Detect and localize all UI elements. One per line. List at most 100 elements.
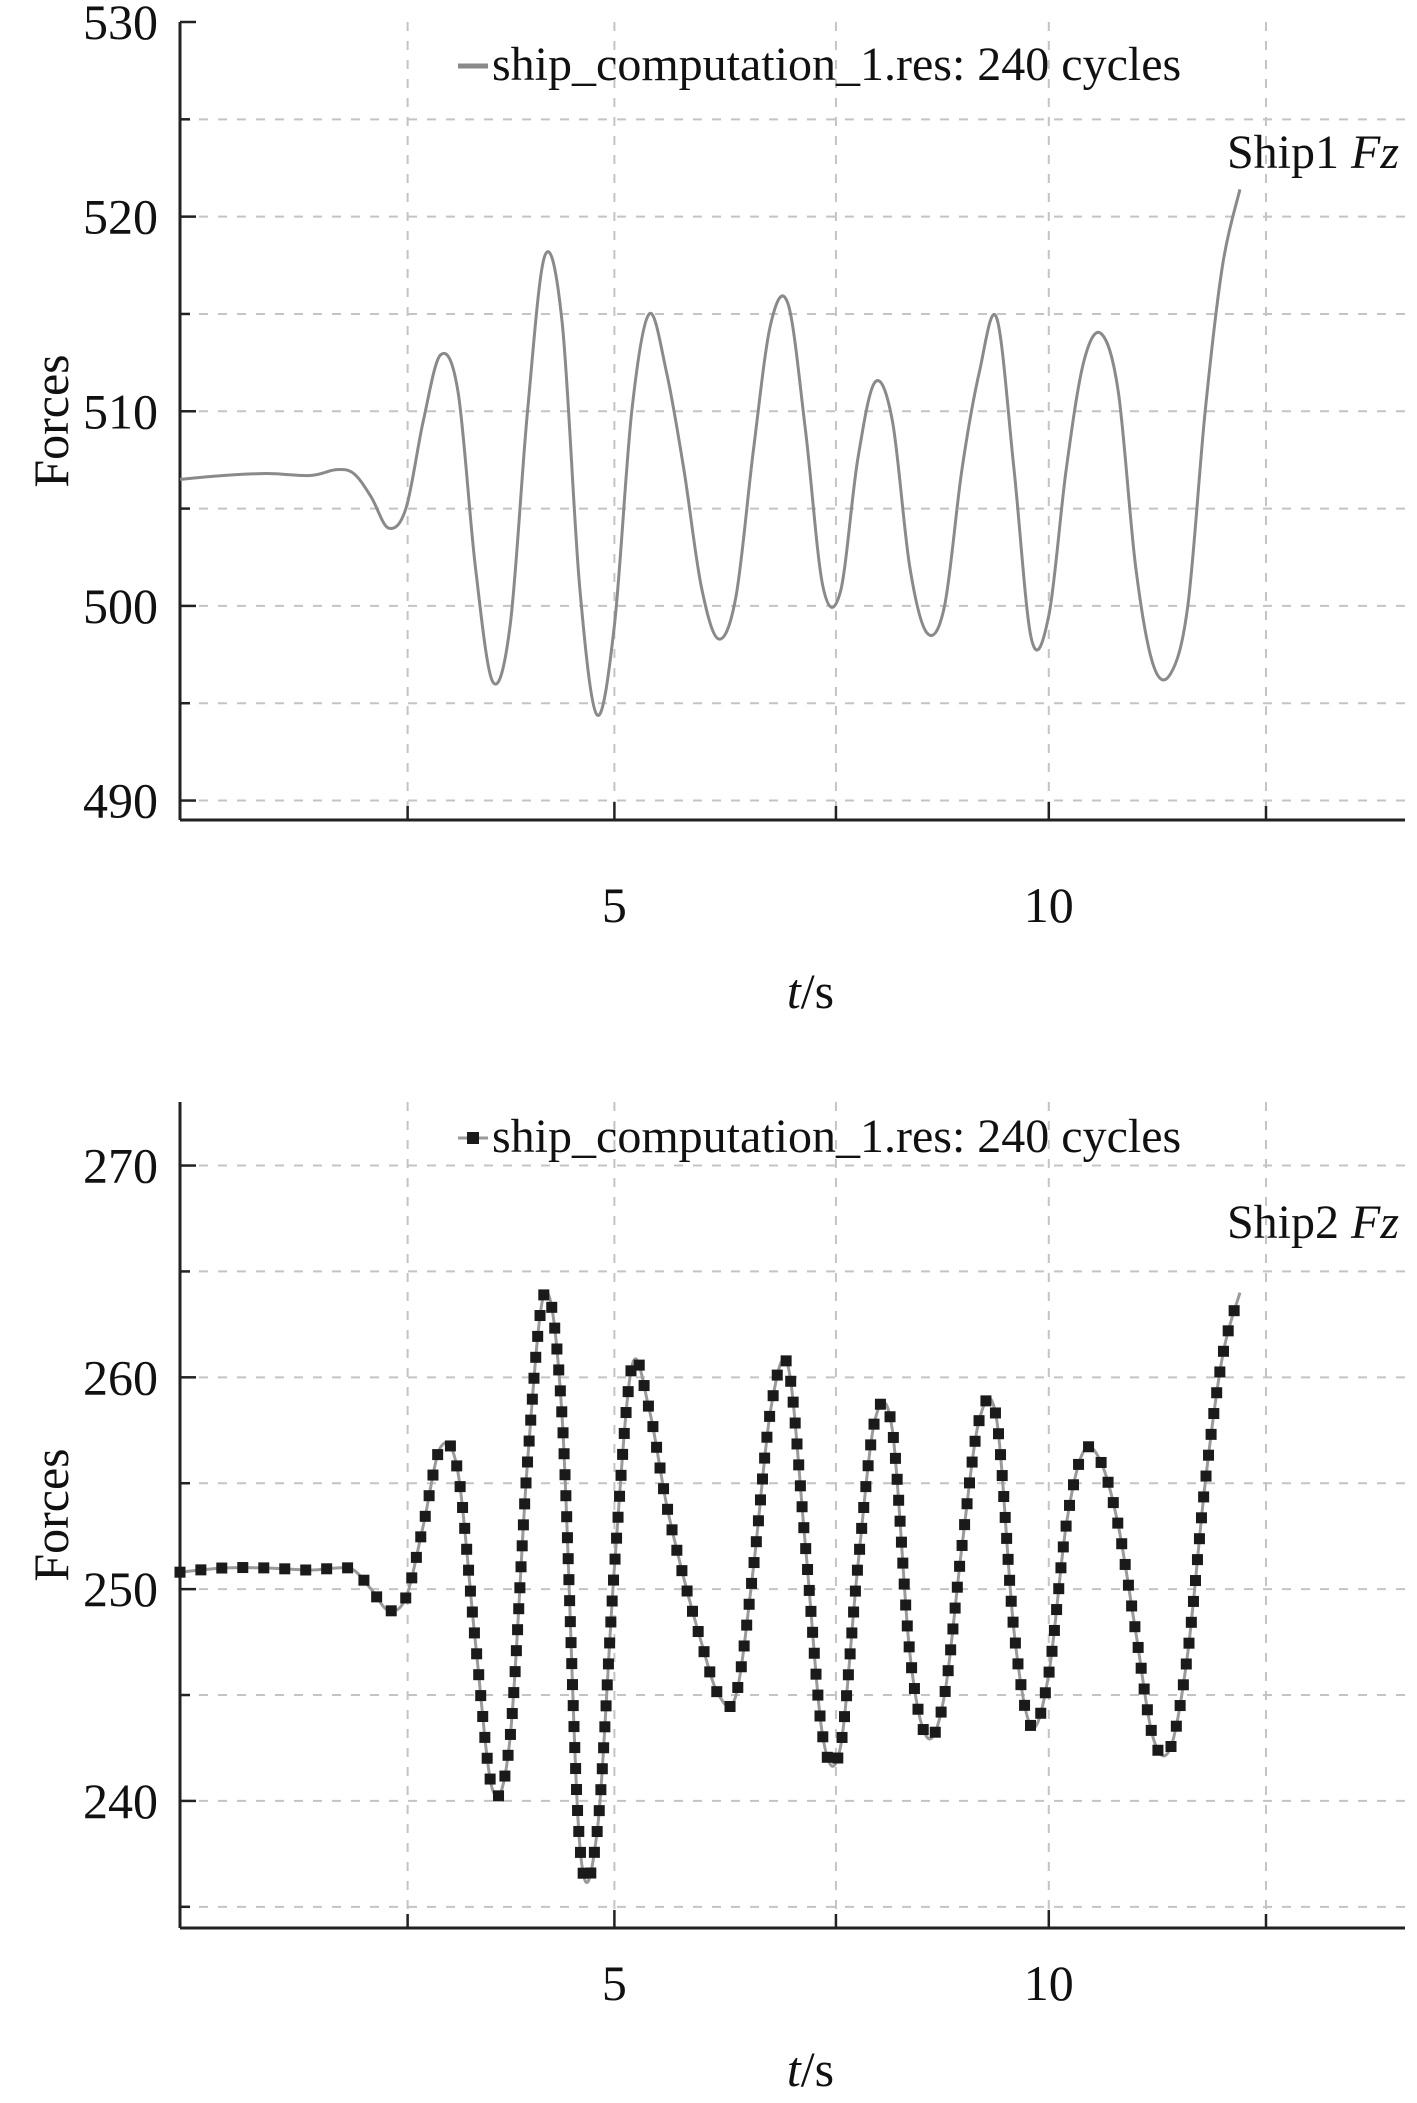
series-marker [947,1623,959,1635]
series-marker [1119,1558,1131,1570]
series-marker [557,1427,569,1439]
series-marker [1203,1449,1215,1461]
series-marker [567,1700,579,1712]
series-marker [604,1637,616,1649]
series-marker [1126,1600,1138,1612]
series-marker [846,1627,858,1639]
series-marker [528,1372,540,1384]
y-tick-label: 530 [83,0,158,50]
series-marker [862,1460,874,1472]
series-marker [800,1543,812,1555]
series-marker [654,1462,666,1474]
series-marker [538,1289,550,1301]
series-marker [903,1641,915,1653]
series-marker [1198,1491,1210,1503]
x-axis-label-italic: t [787,963,802,1019]
y-tick-label: 240 [83,1773,158,1829]
series-marker [841,1690,853,1702]
y-axis-label: Forces [23,1448,79,1581]
series-marker [959,1519,971,1531]
series-marker [419,1510,431,1522]
series-marker [897,1557,909,1569]
y-tick-label: 500 [83,578,158,634]
series-marker [358,1574,370,1586]
series-marker [900,1599,912,1611]
series-marker [591,1826,603,1838]
series-marker [499,1770,511,1782]
series-marker [865,1439,877,1451]
series-marker [805,1605,817,1617]
series-marker [1048,1624,1060,1636]
series-marker [600,1700,612,1712]
series-marker [796,1501,808,1513]
series-marker [764,1410,776,1422]
series-marker [588,1846,600,1858]
series-marker [473,1669,485,1681]
series-marker [1005,1595,1017,1607]
series-marker [1217,1345,1229,1357]
annotation-prefix: Ship1 [1227,126,1351,179]
series-marker [174,1566,186,1578]
series-marker [856,1522,868,1534]
series-marker [891,1473,903,1485]
series-marker [484,1773,496,1785]
series-marker [851,1564,863,1576]
series-marker [1170,1720,1182,1732]
series-marker [342,1562,354,1574]
x-axis-label: t/s [787,2041,834,2097]
series-marker [427,1469,439,1481]
series-marker [698,1646,710,1658]
series-marker [956,1539,968,1551]
series-marker [743,1598,755,1610]
series-marker [559,1469,571,1481]
series-marker [561,1511,573,1523]
series-marker [980,1395,992,1407]
series-marker [1145,1724,1157,1736]
series-marker [989,1407,1001,1419]
series-marker [564,1616,576,1628]
chart-panel-ship2: 240 250 260 270 5 10 t/s Forces ship_computation… [23,1102,1405,2097]
series-marker [609,1553,621,1565]
series-marker [1064,1499,1076,1511]
series-marker [598,1742,610,1754]
series-marker [1015,1679,1027,1691]
series-marker [1067,1479,1079,1491]
series-marker [1055,1562,1067,1574]
series-marker [1191,1554,1203,1566]
series-marker [812,1689,824,1701]
series-marker [704,1666,716,1678]
series-marker [457,1501,469,1513]
series-marker [606,1595,618,1607]
x-axis-label: t/s [787,963,834,1019]
series-marker [565,1637,577,1649]
series-marker [917,1724,929,1736]
series-marker [999,1511,1011,1523]
series-marker [780,1355,792,1367]
series-marker [662,1503,674,1515]
series-marker [966,1456,978,1468]
series-marker [1073,1458,1085,1470]
y-tick-label: 250 [83,1561,158,1617]
series-marker [1180,1658,1192,1670]
series-marker [894,1515,906,1527]
series-marker [451,1460,463,1472]
x-tick-label: 5 [602,1955,627,2011]
series-marker [741,1619,753,1631]
series-marker [558,1448,570,1460]
series-marker [681,1585,693,1597]
series-annotation: Ship2 Fz [1227,1196,1399,1249]
series-marker [1185,1616,1197,1628]
series-marker [929,1726,941,1738]
series-marker [400,1592,412,1604]
series-marker [802,1564,814,1576]
series-marker [574,1846,586,1858]
series-marker [951,1581,963,1593]
series-marker [509,1666,521,1678]
series-marker [532,1330,544,1342]
series-marker [761,1431,773,1443]
series-marker [549,1322,561,1334]
series-line [179,189,1242,717]
series-marker [593,1805,605,1817]
series-marker [563,1574,575,1586]
series-marker [711,1686,723,1698]
